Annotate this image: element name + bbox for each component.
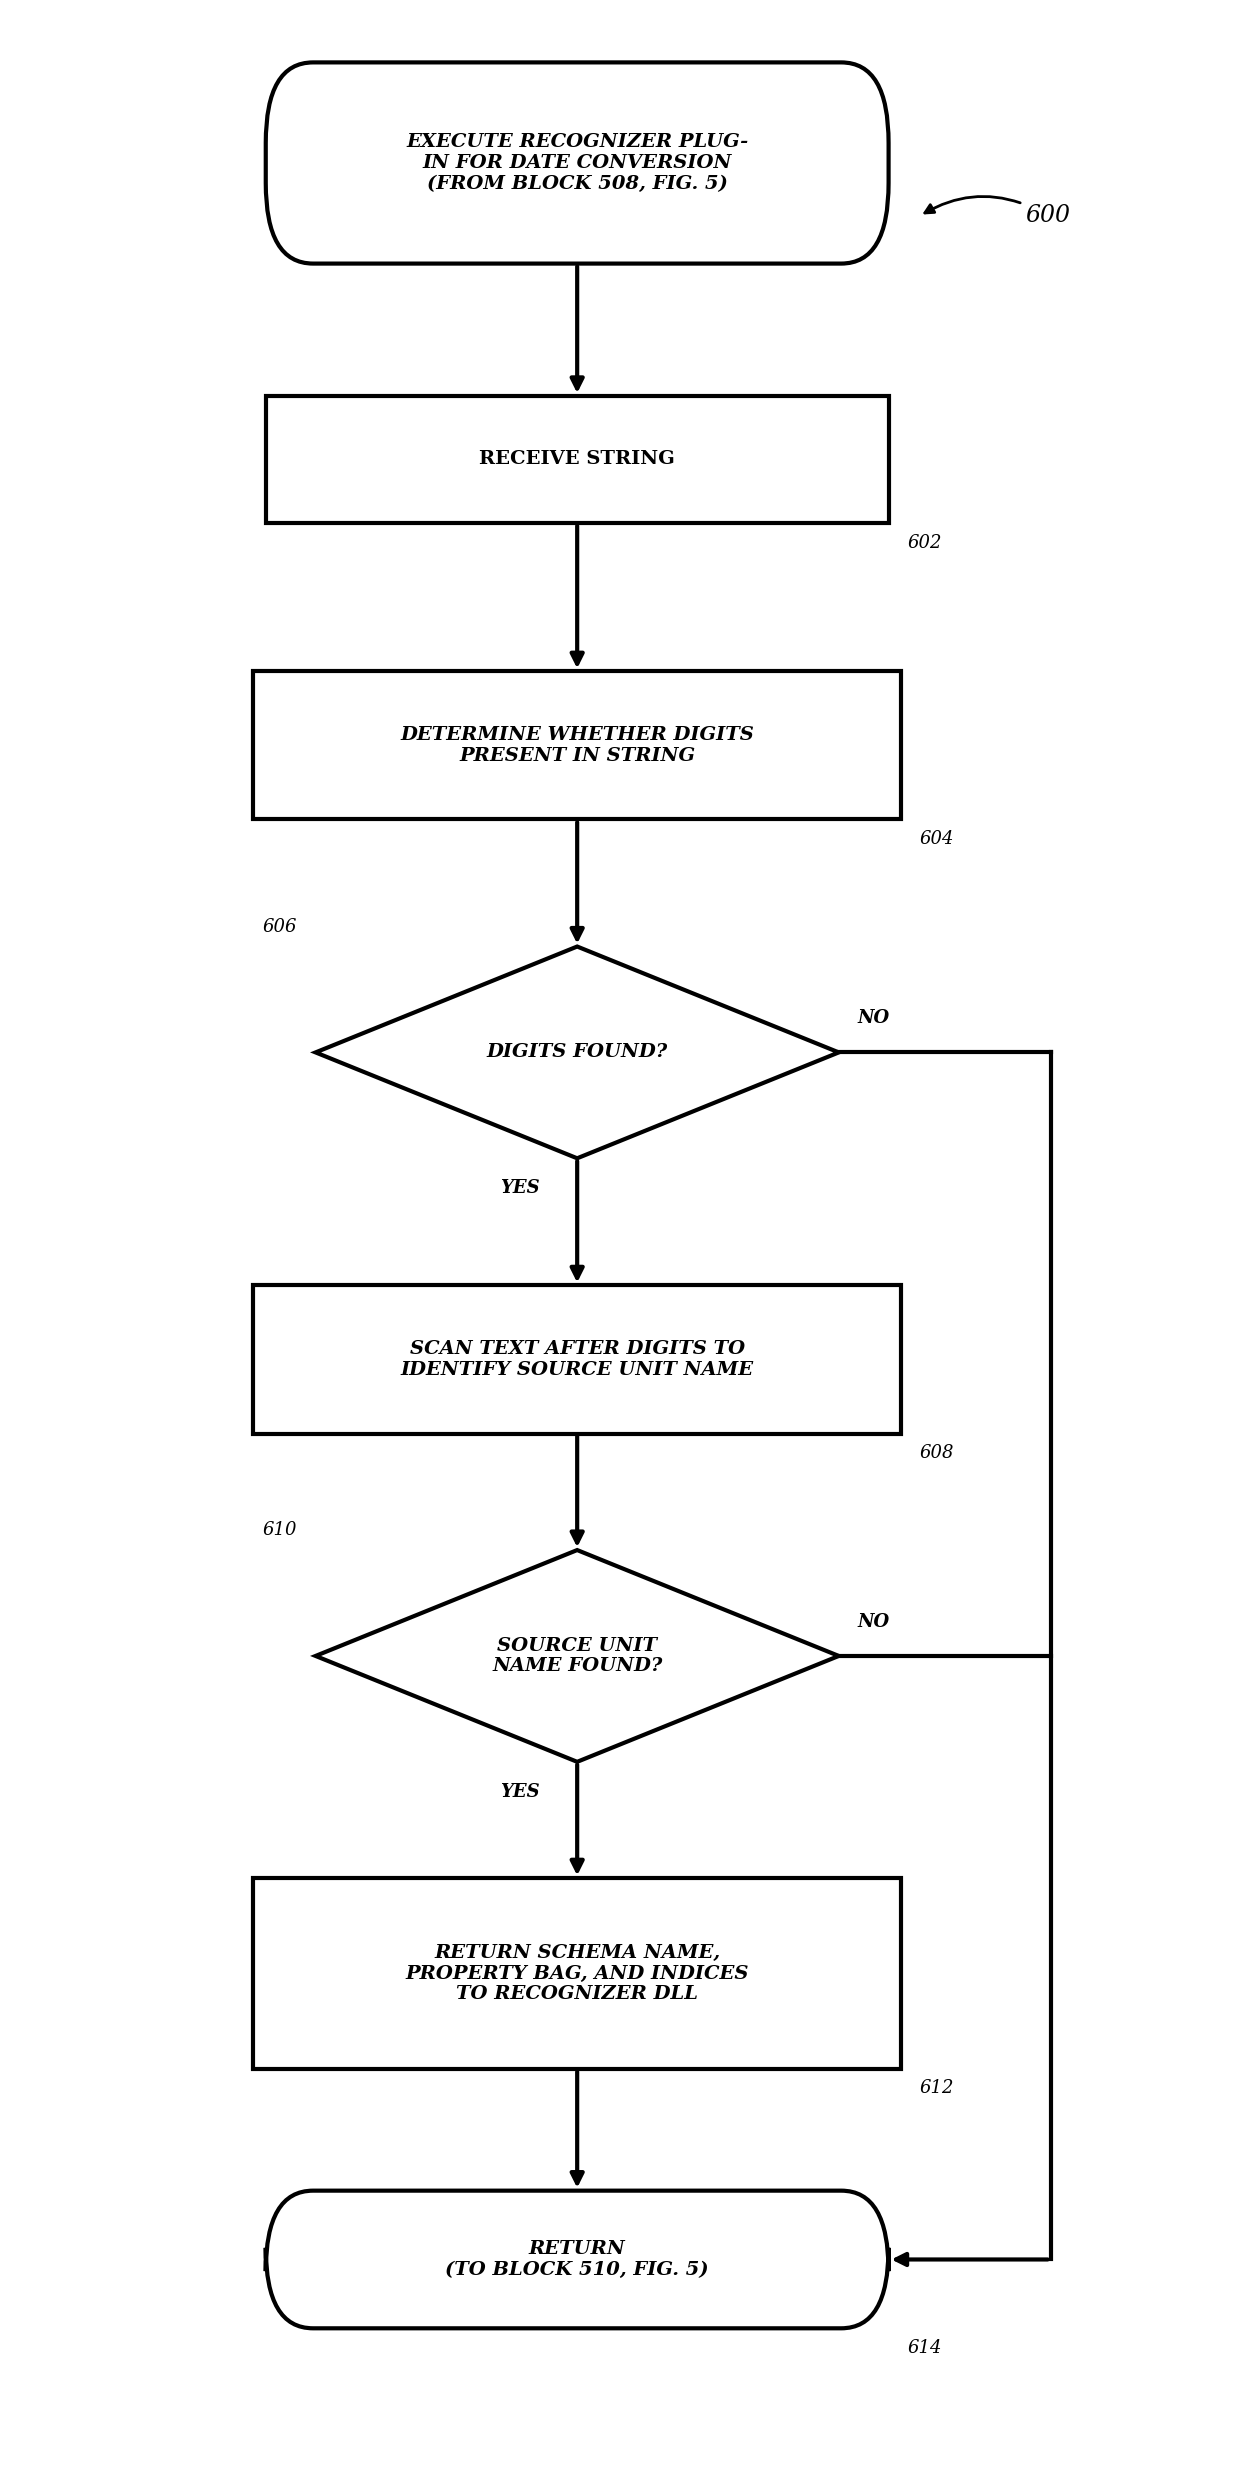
Text: SCAN TEXT AFTER DIGITS TO
IDENTIFY SOURCE UNIT NAME: SCAN TEXT AFTER DIGITS TO IDENTIFY SOURC… <box>400 1340 754 1380</box>
Text: SOURCE UNIT
NAME FOUND?: SOURCE UNIT NAME FOUND? <box>492 1636 662 1676</box>
FancyBboxPatch shape <box>266 2190 889 2329</box>
Text: 600: 600 <box>924 196 1071 226</box>
Text: 614: 614 <box>908 2339 942 2357</box>
Text: EXECUTE RECOGNIZER PLUG-
IN FOR DATE CONVERSION
(FROM BLOCK 508, FIG. 5): EXECUTE RECOGNIZER PLUG- IN FOR DATE CON… <box>406 134 749 194</box>
Bar <box>253 1879 902 2068</box>
Text: NO: NO <box>858 1009 889 1027</box>
Text: RETURN
(TO BLOCK 510, FIG. 5): RETURN (TO BLOCK 510, FIG. 5) <box>445 2240 709 2280</box>
Text: RECEIVE STRING: RECEIVE STRING <box>479 450 675 467</box>
Text: DETERMINE WHETHER DIGITS
PRESENT IN STRING: DETERMINE WHETHER DIGITS PRESENT IN STRI… <box>400 726 754 766</box>
Bar <box>266 395 889 522</box>
Polygon shape <box>316 947 839 1158</box>
FancyBboxPatch shape <box>266 62 889 264</box>
Text: YES: YES <box>500 1782 539 1800</box>
Text: DIGITS FOUND?: DIGITS FOUND? <box>487 1044 667 1062</box>
Text: YES: YES <box>500 1178 539 1198</box>
Text: 612: 612 <box>919 2078 954 2098</box>
Text: RETURN SCHEMA NAME,
PROPERTY BAG, AND INDICES
TO RECOGNIZER DLL: RETURN SCHEMA NAME, PROPERTY BAG, AND IN… <box>405 1944 749 2004</box>
Text: 608: 608 <box>919 1444 954 1462</box>
Text: NO: NO <box>858 1613 889 1631</box>
Text: 602: 602 <box>908 534 942 552</box>
Bar <box>253 671 902 820</box>
Text: 610: 610 <box>262 1521 297 1539</box>
Text: 604: 604 <box>919 830 954 848</box>
Polygon shape <box>316 1551 839 1763</box>
Bar <box>253 1285 902 1434</box>
Text: 606: 606 <box>262 917 297 935</box>
